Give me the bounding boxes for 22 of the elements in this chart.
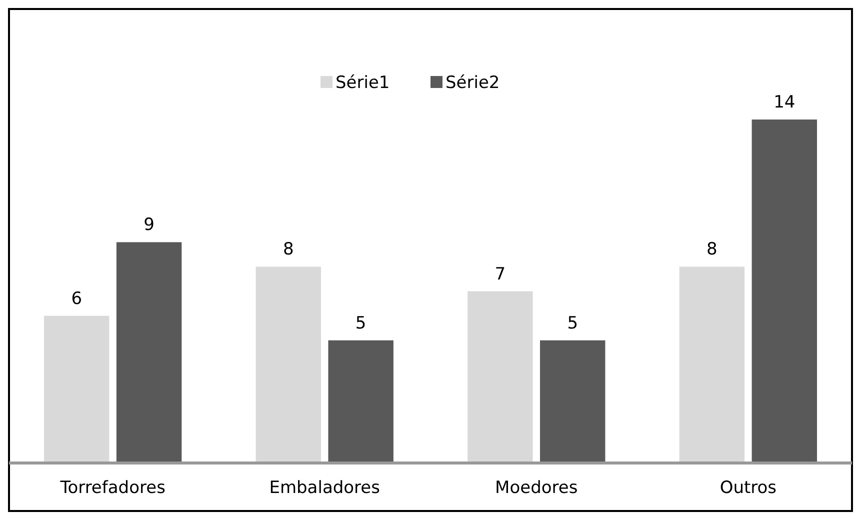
legend-label: Série2 — [446, 73, 500, 93]
data-label: 14 — [774, 92, 796, 113]
bar — [328, 340, 394, 463]
bar — [468, 291, 533, 463]
x-tick-label: Torrefadores — [59, 478, 166, 498]
x-tick-label: Moedores — [495, 478, 578, 498]
bar — [44, 316, 110, 463]
data-label: 7 — [494, 264, 506, 284]
bar — [679, 266, 745, 463]
data-label: 5 — [567, 313, 578, 334]
data-label: 8 — [706, 240, 718, 260]
data-label: 9 — [144, 215, 154, 236]
x-tick-label: Embaladores — [269, 478, 380, 498]
bar — [256, 266, 321, 463]
bar — [540, 340, 606, 463]
data-label: 6 — [71, 288, 82, 309]
bar — [116, 242, 182, 463]
bar — [752, 120, 817, 463]
legend-label: Série1 — [336, 73, 390, 93]
x-tick-label: Outros — [720, 478, 777, 498]
data-label: 8 — [282, 240, 294, 260]
data-label: 5 — [355, 313, 366, 334]
